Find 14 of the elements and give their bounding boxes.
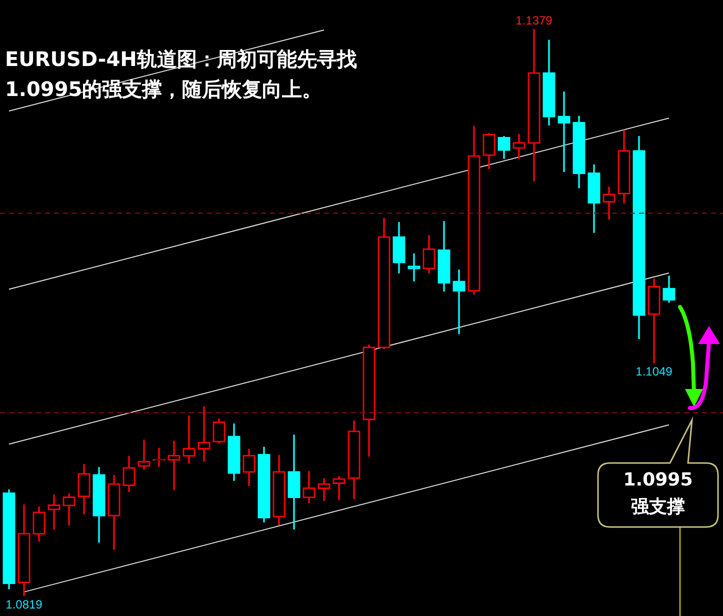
candlestick	[198, 406, 210, 462]
candlestick	[138, 440, 150, 470]
candlestick	[318, 478, 330, 502]
annotation: 1.1379	[516, 13, 553, 28]
annotation: 1.0995 强支撑	[623, 470, 693, 518]
candlestick	[408, 253, 420, 282]
annotation: 1.0819	[6, 597, 43, 612]
candlestick	[332, 476, 346, 500]
candlestick	[48, 494, 60, 530]
candlestick	[168, 440, 180, 490]
candlestick	[558, 91, 570, 172]
annotation: 1.1049	[636, 364, 673, 378]
candlestick	[452, 270, 466, 334]
candlestick	[182, 415, 196, 464]
